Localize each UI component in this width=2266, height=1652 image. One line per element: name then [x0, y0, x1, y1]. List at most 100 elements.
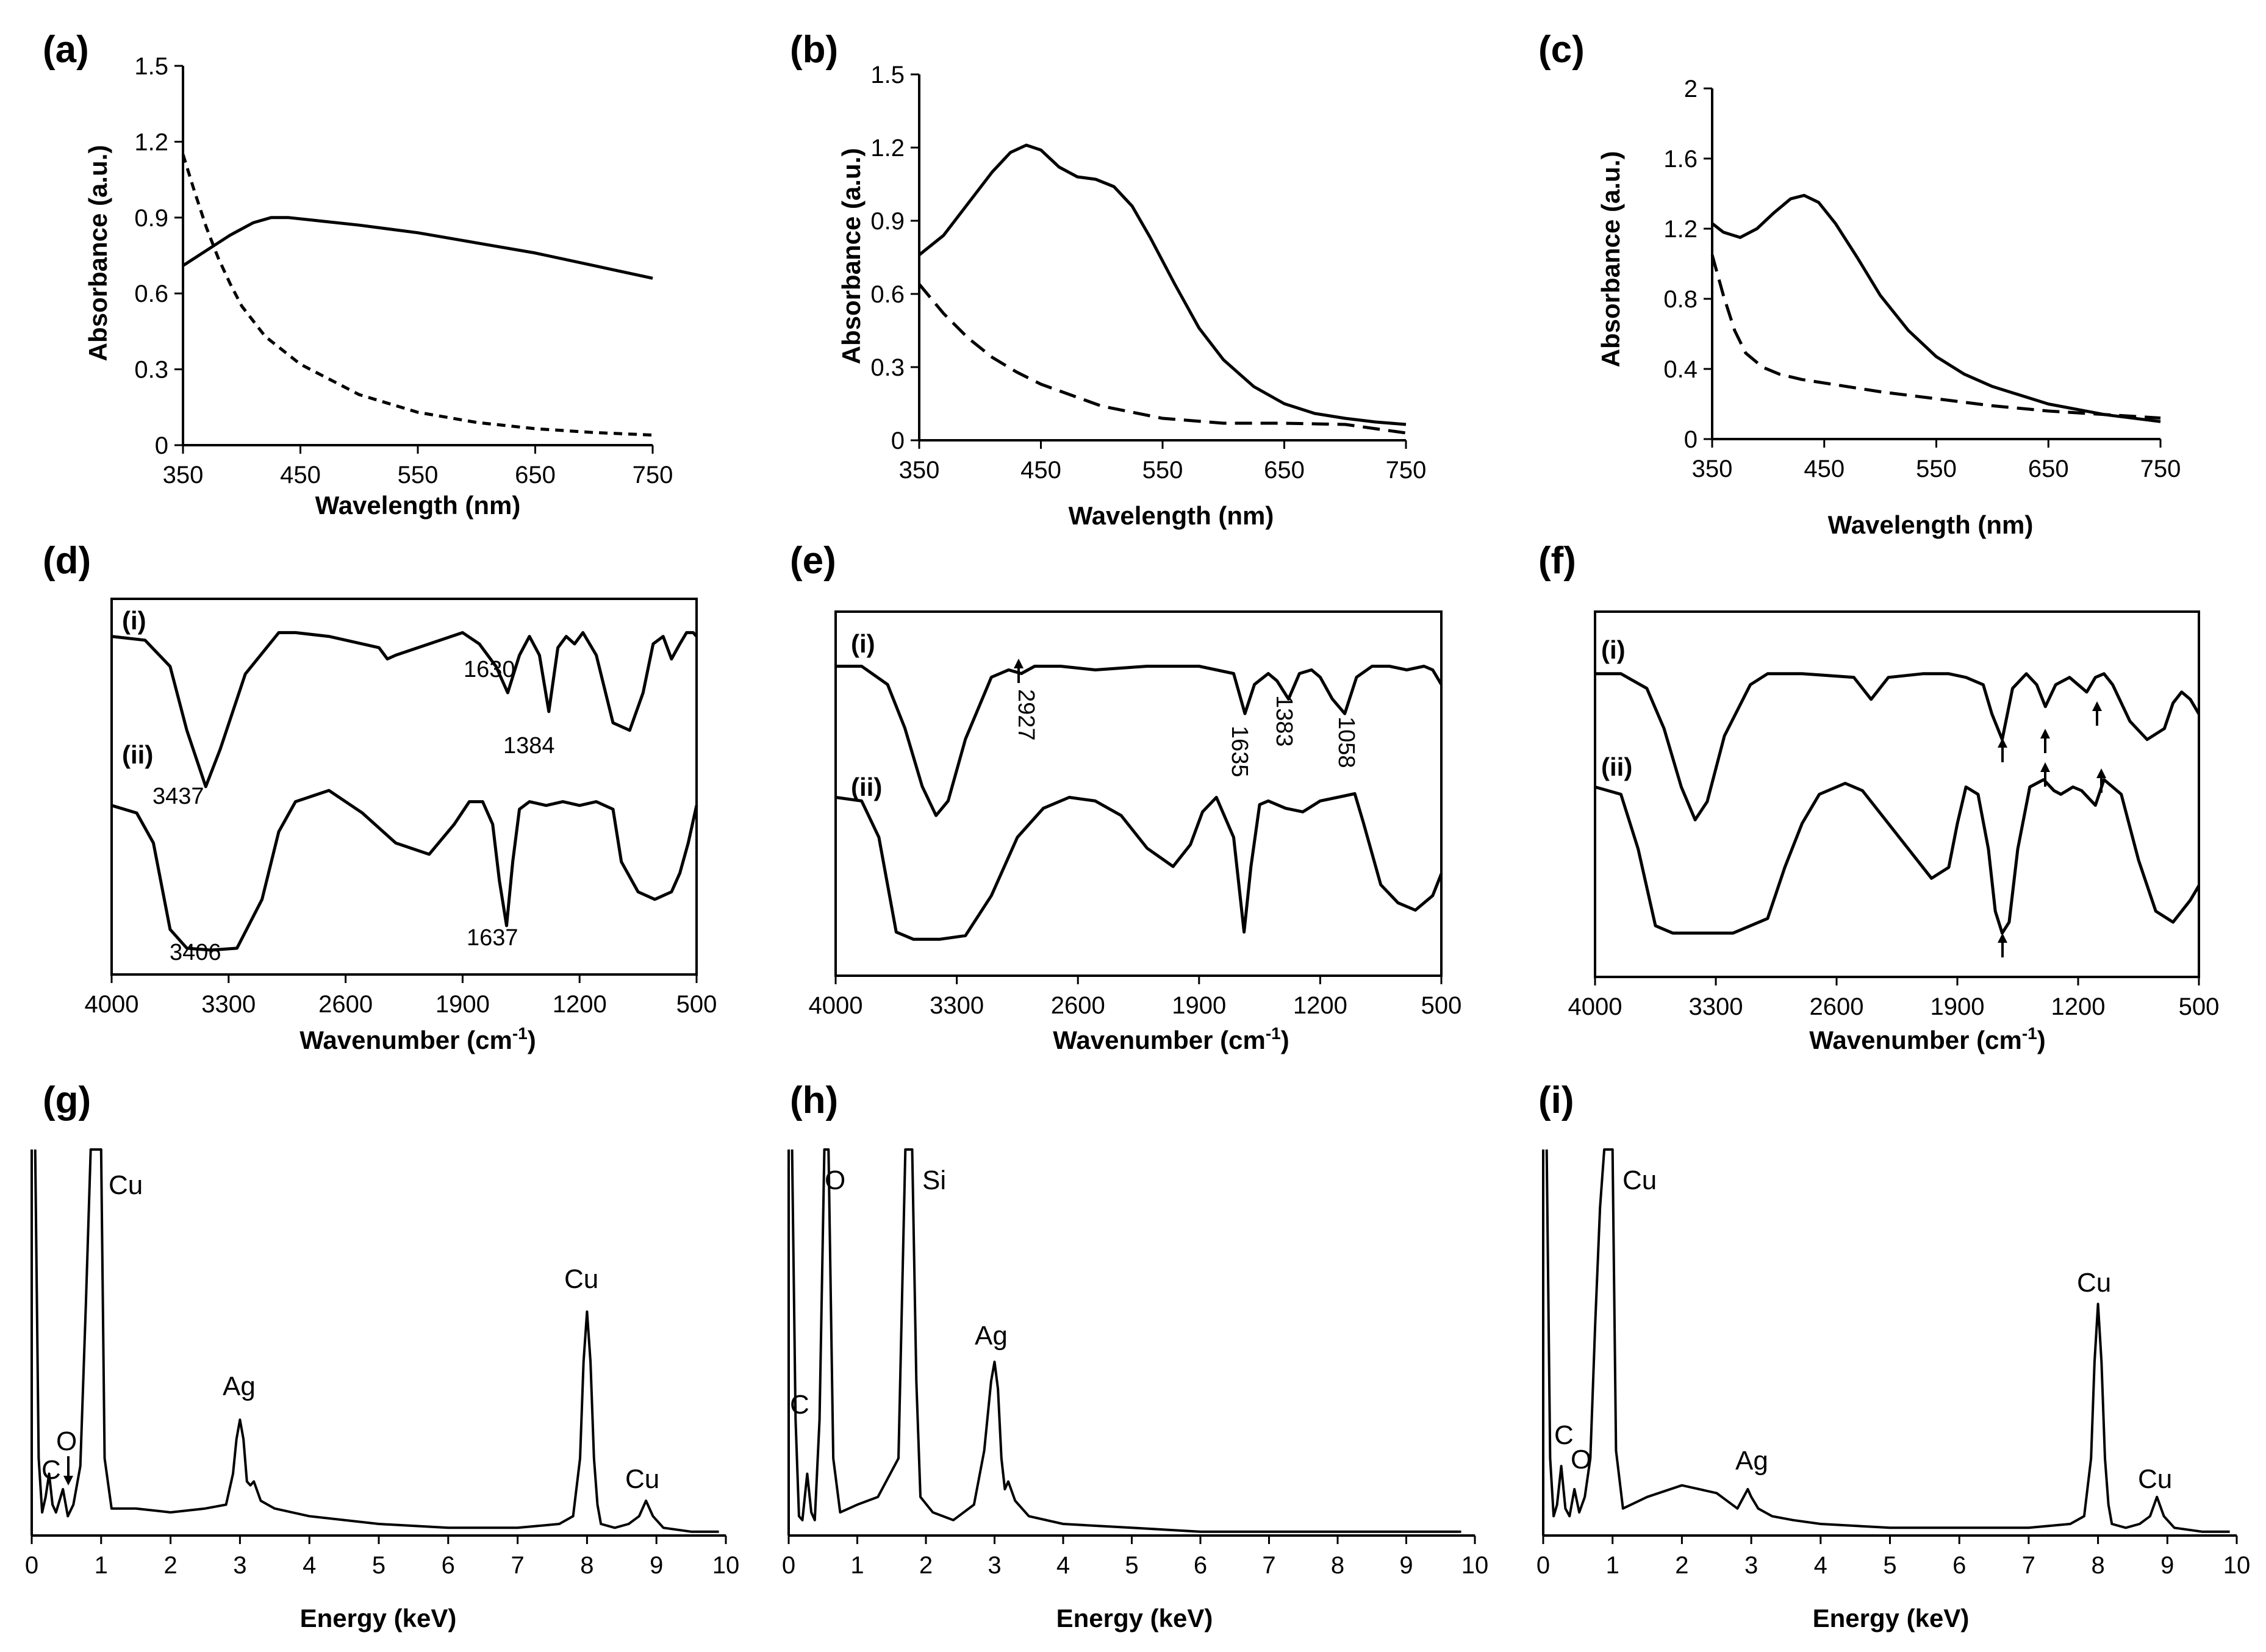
- ftir-d-annot-3437: 3437: [152, 784, 204, 809]
- x-tick-label: 1: [1606, 1552, 1619, 1579]
- y-tick-label: 0.9: [870, 208, 905, 235]
- x-tick-label: 4: [303, 1552, 316, 1579]
- chart-panel-5: 4000 3300 2600 1900 1200 500: [809, 610, 1462, 1019]
- x-tick-label: 450: [1804, 456, 1845, 482]
- series-line-solid: [918, 143, 1407, 426]
- x-tick-label: 1900: [1172, 992, 1226, 1019]
- x-tick-label: 4000: [85, 991, 139, 1018]
- ftir-d-annot-1637: 1637: [467, 925, 518, 951]
- y-tick-label: 0.6: [870, 281, 905, 308]
- x-tick-label: 550: [1916, 456, 1957, 482]
- series-line-EDS: [1545, 1148, 2230, 1533]
- y-tick-label: 0.3: [870, 354, 905, 381]
- plot-frame: [834, 610, 1443, 977]
- x-tick-label: 1: [850, 1552, 864, 1579]
- x-tick-label: 650: [1264, 457, 1305, 484]
- y-tick-label: 0: [1684, 426, 1698, 453]
- x-tick-label: 8: [1331, 1552, 1344, 1579]
- ftir-d-label-ii: (ii): [122, 740, 153, 769]
- x-tick-label: 2: [163, 1552, 177, 1579]
- x-tick-label: 3300: [1689, 993, 1743, 1020]
- ftir-e-label-ii: (ii): [851, 773, 882, 801]
- chart-panel-3: 350 450 550 650 750 0 0.4 0.8 1.2 1.6 2: [1663, 76, 2181, 482]
- x-tick-label: 3: [233, 1552, 246, 1579]
- x-tick-label: 1200: [1293, 992, 1347, 1019]
- x-tick-label: 450: [280, 462, 321, 488]
- x-tick-label: 9: [1399, 1552, 1413, 1579]
- y-tick-label: 2: [1684, 76, 1698, 102]
- x-axis-title-f: Wavenumber (cm-1): [1809, 1024, 2045, 1054]
- y-tick-label: 0: [155, 432, 168, 459]
- x-tick-label: 5: [1125, 1552, 1138, 1579]
- y-tick-label: 0.9: [134, 205, 168, 232]
- plot-frame: [1594, 610, 2200, 978]
- x-tick-label: 6: [1194, 1552, 1207, 1579]
- x-tick-label: 1200: [553, 991, 607, 1018]
- series-line-ii: [1594, 778, 2201, 935]
- y-tick-label: 1.2: [134, 129, 168, 156]
- x-tick-label: 350: [163, 462, 204, 488]
- x-tick-label: 0: [782, 1552, 795, 1579]
- x-tick-label: 750: [1386, 457, 1427, 484]
- x-tick-label: 8: [2091, 1552, 2104, 1579]
- annotation-arrows: [63, 659, 2106, 1486]
- eds-g-annot-Ag: Ag: [223, 1371, 256, 1401]
- panel-label-d: (d): [43, 540, 91, 582]
- panel-label-g: (g): [43, 1079, 91, 1121]
- y-tick-label: 0.6: [134, 281, 168, 307]
- x-tick-label: 350: [1692, 456, 1733, 482]
- x-tick-label: 4: [1056, 1552, 1070, 1579]
- y-axis-title-c: Absorbance (a.u.): [1596, 151, 1625, 368]
- eds-g-annot-C: C: [41, 1455, 61, 1485]
- x-tick-label: 9: [650, 1552, 663, 1579]
- series-line-ii: [835, 792, 1443, 941]
- panel-label-b: (b): [790, 29, 838, 71]
- x-axis-title-a: Wavelength (nm): [315, 491, 521, 520]
- x-tick-label: 10: [712, 1552, 740, 1579]
- x-tick-label: 750: [633, 462, 673, 488]
- x-tick-label: 10: [2223, 1552, 2251, 1579]
- y-tick-label: 1.5: [870, 62, 905, 88]
- x-axis-title-e: Wavenumber (cm-1): [1053, 1024, 1289, 1054]
- series-line-ii: [111, 788, 698, 952]
- y-tick-label: 0.3: [134, 357, 168, 384]
- y-tick-label: 1.2: [870, 135, 905, 162]
- ftir-d-annot-1630: 1630: [464, 657, 515, 682]
- panel-label-h: (h): [790, 1079, 838, 1121]
- ftir-e-annot-2927: 2927: [1013, 689, 1039, 741]
- y-axis-title-b: Absorbance (a.u.): [837, 148, 866, 365]
- panel-label-c: (c): [1538, 29, 1585, 71]
- x-tick-label: 6: [1952, 1552, 1966, 1579]
- x-axis-title-c: Wavelength (nm): [1828, 510, 2034, 539]
- ftir-e-annot-1058: 1058: [1333, 717, 1359, 768]
- eds-h-annot-Si: Si: [922, 1165, 946, 1195]
- x-tick-label: 3: [1744, 1552, 1758, 1579]
- chart-panel-2: 350 450 550 650 750 0 0.3 0.6 0.9 1.2 1.5: [870, 62, 1426, 484]
- x-tick-label: 500: [1421, 992, 1462, 1019]
- series-line-dashed: [918, 283, 1407, 435]
- y-axis-title-a: Absorbance (a.u.): [84, 145, 112, 362]
- ftir-f-label-i: (i): [1601, 635, 1626, 664]
- series-line-EDS: [34, 1148, 719, 1533]
- x-tick-label: 650: [2028, 456, 2069, 482]
- eds-i-annot-Ag: Ag: [1735, 1446, 1768, 1476]
- series-line-i: [1595, 672, 2201, 821]
- ftir-d-annot-1384: 1384: [503, 733, 555, 759]
- series-line-dashed: [181, 154, 653, 437]
- chart-panel-8: 0 1 2 3 4 5 6 7 8 9 10: [782, 1148, 1488, 1579]
- y-tick-label: 1.5: [134, 53, 168, 80]
- series-line-EDS: [791, 1148, 1461, 1533]
- x-axis-title-g: Energy (keV): [300, 1604, 457, 1632]
- x-tick-label: 7: [1262, 1552, 1275, 1579]
- series-line-solid: [1711, 193, 2161, 423]
- x-tick-label: 9: [2160, 1552, 2174, 1579]
- eds-h-annot-Ag: Ag: [975, 1321, 1008, 1351]
- y-tick-label: 0: [891, 427, 905, 454]
- eds-i-annot-Cu3: Cu: [2138, 1464, 2172, 1494]
- x-tick-label: 5: [1883, 1552, 1896, 1579]
- x-tick-label: 500: [2179, 993, 2220, 1020]
- x-tick-label: 4000: [1568, 993, 1622, 1020]
- series-line-solid: [182, 216, 653, 280]
- chart-panel-6: 4000 3300 2600 1900 1200 500: [1568, 610, 2220, 1020]
- x-tick-label: 6: [442, 1552, 455, 1579]
